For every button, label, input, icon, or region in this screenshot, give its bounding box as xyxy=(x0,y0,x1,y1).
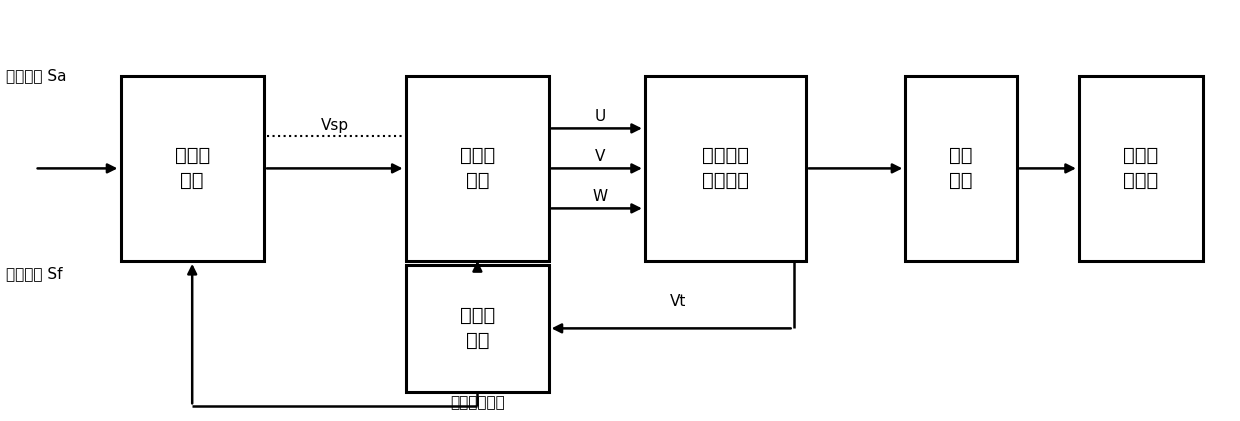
Text: V: V xyxy=(595,149,605,164)
Text: 永磁无刷
直流电机: 永磁无刷 直流电机 xyxy=(702,147,749,190)
Bar xyxy=(122,76,263,261)
Text: 反馈速度 Sf: 反馈速度 Sf xyxy=(6,266,63,281)
Text: 驱动控
制器: 驱动控 制器 xyxy=(460,147,495,190)
Text: 目标速度 Sa: 目标速度 Sa xyxy=(6,68,67,83)
Text: U: U xyxy=(594,109,606,124)
Bar xyxy=(1079,76,1203,261)
Bar xyxy=(905,76,1017,261)
Bar xyxy=(407,265,549,392)
Text: 信号处
理器: 信号处 理器 xyxy=(460,306,495,350)
Text: 上位机
控制: 上位机 控制 xyxy=(175,147,210,190)
Bar xyxy=(407,76,549,261)
Text: 动态变
化负载: 动态变 化负载 xyxy=(1123,147,1158,190)
Bar xyxy=(645,76,806,261)
Text: Vsp: Vsp xyxy=(321,117,348,133)
Text: W: W xyxy=(593,189,608,204)
Text: 传动
机构: 传动 机构 xyxy=(950,147,972,190)
Text: Vt: Vt xyxy=(670,293,686,309)
Text: 转速信号反馈: 转速信号反馈 xyxy=(450,395,505,410)
